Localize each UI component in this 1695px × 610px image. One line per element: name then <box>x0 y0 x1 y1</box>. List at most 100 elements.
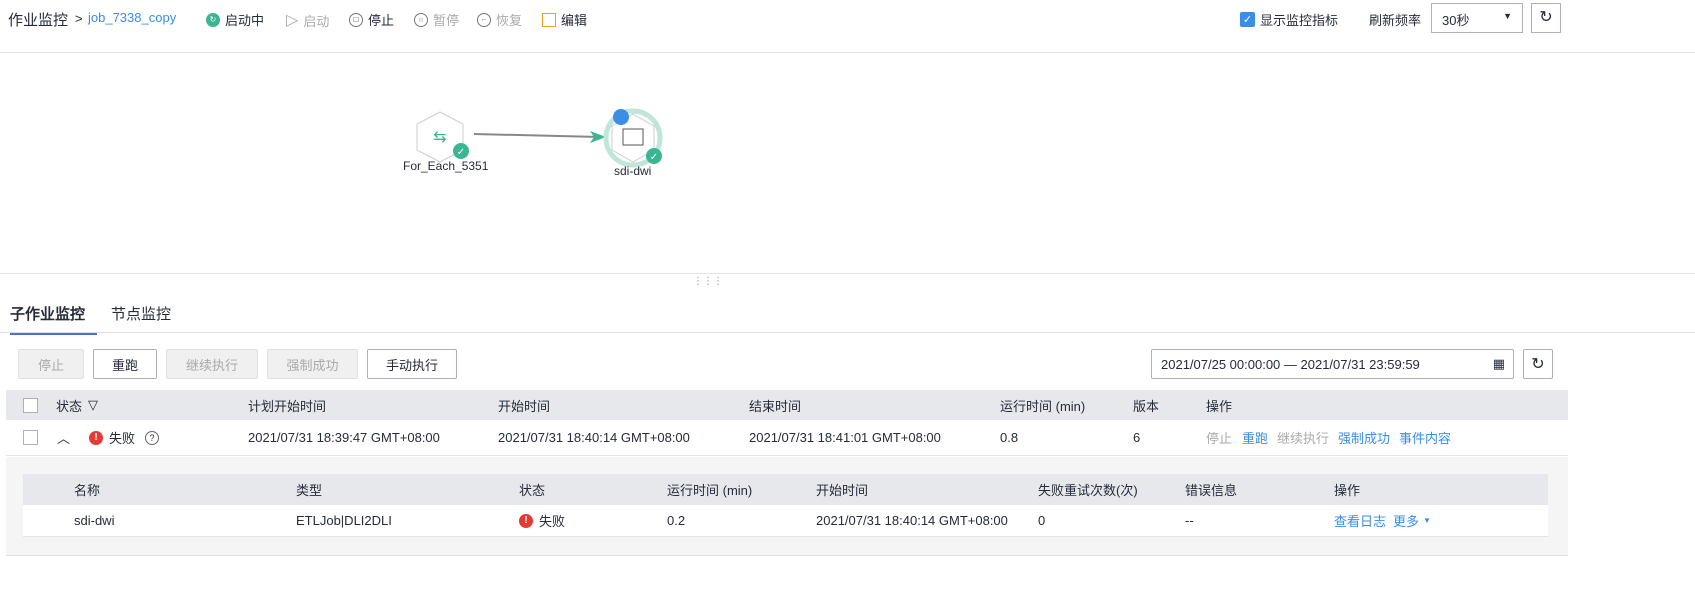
row-status: 失败 <box>109 431 136 446</box>
stop-label: 停止 <box>368 13 395 28</box>
op-force-success[interactable]: 强制成功 <box>1338 431 1391 446</box>
subtable-header: 名称 类型 状态 运行时间 (min) 开始时间 失败重试次数(次) 错误信息 … <box>23 474 1548 505</box>
sub-row-type: ETLJob|DLI2DLI <box>296 513 392 528</box>
stop-button[interactable]: 停止 <box>18 349 84 379</box>
resize-handle[interactable]: ⋮⋮⋮ <box>693 276 723 287</box>
op-rerun[interactable]: 重跑 <box>1242 431 1269 446</box>
sub-col-ops: 操作 <box>1334 483 1361 498</box>
help-icon[interactable]: ? <box>145 430 160 445</box>
force-success-button[interactable]: 强制成功 <box>267 349 358 379</box>
calendar-icon: ▦ <box>1492 356 1505 371</box>
rerun-button[interactable]: 重跑 <box>93 349 157 379</box>
edit-label: 编辑 <box>561 13 588 28</box>
sub-col-runtime: 运行时间 (min) <box>667 483 753 498</box>
status-text: 启动中 <box>225 13 265 28</box>
col-runtime: 运行时间 (min) <box>1000 398 1086 414</box>
refresh-select[interactable]: 30秒 ▼ <box>1431 3 1523 33</box>
subtable-row: sdi-dwi ETLJob|DLI2DLI ! 失败 0.2 2021/07/3… <box>23 505 1548 537</box>
stop-icon: □ <box>349 12 363 27</box>
breadcrumb-separator: > <box>75 11 83 26</box>
manual-run-button[interactable]: 手动执行 <box>367 349 457 379</box>
sub-row-status: 失败 <box>539 514 566 529</box>
show-metrics-checkbox[interactable]: ✓ 显示监控指标 <box>1240 10 1338 29</box>
row-checkbox[interactable] <box>23 430 38 445</box>
sub-row-start: 2021/07/31 18:40:14 GMT+08:00 <box>816 513 1008 528</box>
node-label: For_Each_5351 <box>403 159 489 173</box>
show-metrics-label: 显示监控指标 <box>1260 13 1339 28</box>
error-icon: ! <box>89 430 103 445</box>
svg-text:⇆: ⇆ <box>433 129 446 146</box>
tab-node-monitor[interactable]: 节点监控 <box>111 306 172 323</box>
more-label: 更多 <box>1393 514 1420 529</box>
job-graph: ⇆ ✓ ✓ <box>416 108 663 168</box>
sub-row-error: -- <box>1185 513 1194 528</box>
sub-row-name: sdi-dwi <box>74 513 115 528</box>
start-button[interactable]: ▷ 启动 <box>286 10 329 30</box>
collapse-icon[interactable]: ︿ <box>57 431 71 446</box>
table-header: 状态 ▽ 计划开始时间 开始时间 结束时间 运行时间 (min) 版本 操作 <box>6 390 1568 420</box>
pause-label: 暂停 <box>433 13 460 28</box>
sub-col-type: 类型 <box>296 483 323 498</box>
svg-text:✓: ✓ <box>650 152 658 163</box>
sub-col-retries: 失败重试次数(次) <box>1038 483 1138 498</box>
resume-label: 恢复 <box>496 13 523 28</box>
resume-button[interactable]: ⌐ 恢复 <box>477 10 522 29</box>
caret-down-icon: ▼ <box>1423 516 1431 525</box>
sub-col-name: 名称 <box>74 483 101 498</box>
refresh-button[interactable]: ↻ <box>1531 3 1561 33</box>
start-label: 启动 <box>303 13 330 29</box>
row-version: 6 <box>1133 430 1141 445</box>
more-dropdown[interactable]: 更多 ▼ <box>1393 505 1431 536</box>
sub-col-start: 开始时间 <box>816 483 869 498</box>
edit-button[interactable]: 编辑 <box>542 10 587 29</box>
chevron-down-icon: ▼ <box>1503 11 1512 21</box>
row-start: 2021/07/31 18:40:14 GMT+08:00 <box>498 430 690 445</box>
col-ops: 操作 <box>1206 398 1233 414</box>
status-running: ↻ 启动中 <box>206 10 264 29</box>
subtable-panel: 名称 类型 状态 运行时间 (min) 开始时间 失败重试次数(次) 错误信息 … <box>6 457 1568 556</box>
col-status: 状态 ▽ <box>56 390 98 420</box>
svg-text:✓: ✓ <box>457 147 465 158</box>
graph-edge <box>473 133 601 138</box>
running-icon: ↻ <box>206 12 220 27</box>
table-refresh-button[interactable]: ↻ <box>1523 349 1553 379</box>
pause-button[interactable]: ıı 暂停 <box>414 10 459 29</box>
graph-node-foreach[interactable]: ⇆ ✓ <box>416 111 469 163</box>
sub-row-runtime: 0.2 <box>667 513 686 528</box>
tab-subjob-monitor[interactable]: 子作业监控 <box>10 303 97 335</box>
refresh-icon: ↻ <box>1539 9 1553 26</box>
pause-icon: ıı <box>414 12 428 27</box>
page-title: 作业监控 <box>8 12 69 29</box>
date-range-picker[interactable]: 2021/07/25 00:00:00 — 2021/07/31 23:59:5… <box>1151 349 1514 379</box>
filter-icon[interactable]: ▽ <box>88 397 99 412</box>
select-all-checkbox[interactable] <box>23 397 38 413</box>
op-stop[interactable]: 停止 <box>1206 431 1233 446</box>
tabs-divider <box>0 332 1695 333</box>
checkbox-checked-icon: ✓ <box>1240 12 1255 27</box>
table-row: ︿ ! 失败? 2021/07/31 18:39:47 GMT+08:00 202… <box>6 420 1568 456</box>
col-end: 结束时间 <box>749 398 802 414</box>
refresh-icon: ↻ <box>1531 356 1545 373</box>
edit-icon <box>542 12 556 27</box>
op-event-content[interactable]: 事件内容 <box>1399 431 1452 446</box>
refresh-value: 30秒 <box>1442 13 1470 28</box>
refresh-label: 刷新频率 <box>1369 13 1422 28</box>
breadcrumb-job[interactable]: job_7338_copy <box>88 10 177 25</box>
play-icon: ▷ <box>286 12 299 29</box>
view-log-link[interactable]: 查看日志 <box>1334 514 1387 529</box>
node-label: sdi-dwi <box>614 164 652 178</box>
continue-button[interactable]: 继续执行 <box>166 349 258 379</box>
row-end: 2021/07/31 18:41:01 GMT+08:00 <box>749 430 941 445</box>
stop-button[interactable]: □ 停止 <box>349 10 394 29</box>
divider <box>0 273 1695 274</box>
sub-col-status: 状态 <box>519 483 546 498</box>
row-runtime: 0.8 <box>1000 430 1019 445</box>
sub-col-error: 错误信息 <box>1185 483 1238 498</box>
top-bar: 作业监控 > job_7338_copy ↻ 启动中 ▷ 启动 □ 停止 ıı 暂停 ⌐… <box>0 0 1695 53</box>
graph-node-sdi-dwi[interactable]: ✓ <box>603 108 663 168</box>
col-plan-start: 计划开始时间 <box>248 398 327 414</box>
sub-row-retries: 0 <box>1038 513 1046 528</box>
op-continue[interactable]: 继续执行 <box>1277 431 1330 446</box>
date-range-value: 2021/07/25 00:00:00 — 2021/07/31 23:59:5… <box>1161 356 1420 372</box>
col-label: 状态 <box>56 398 83 414</box>
